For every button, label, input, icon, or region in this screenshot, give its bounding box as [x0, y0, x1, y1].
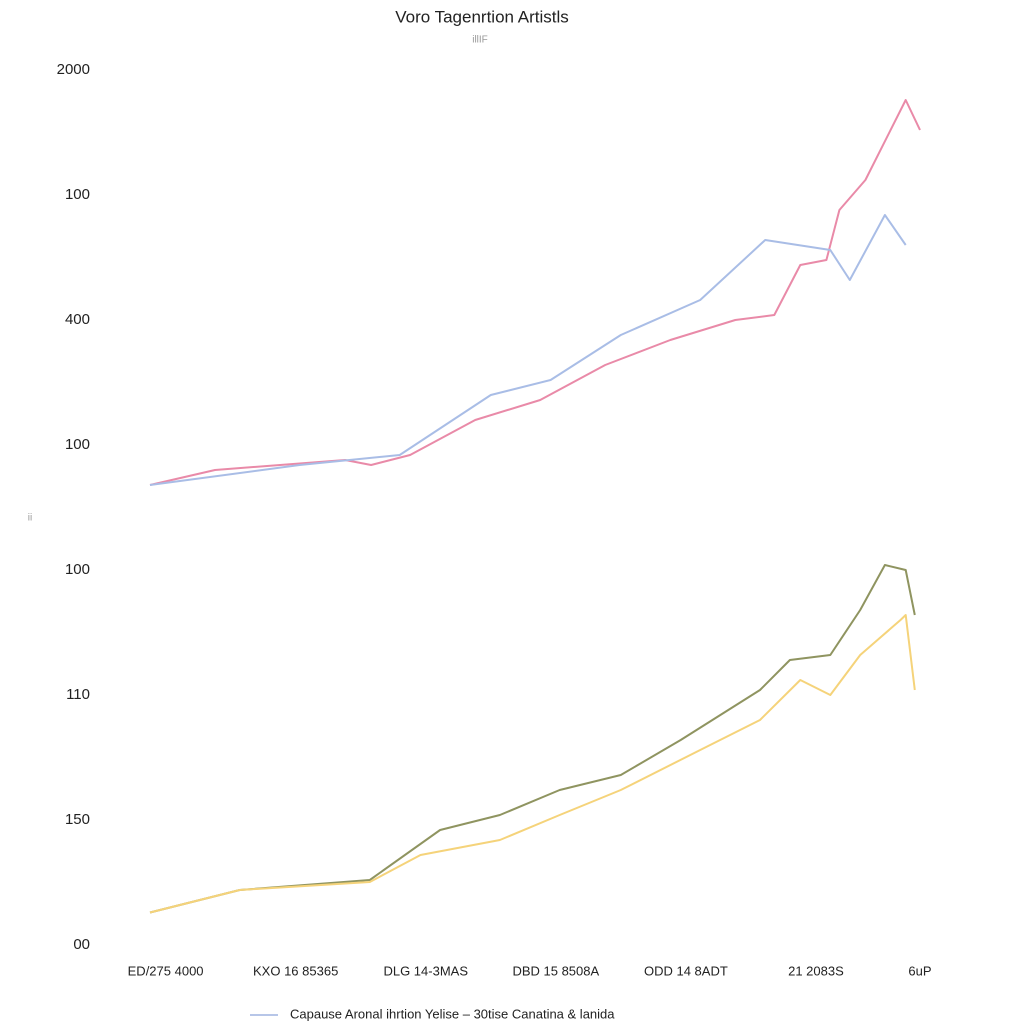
y-tick-label: 100: [65, 186, 90, 203]
x-tick-label: 6uP: [908, 963, 931, 978]
line-series: [149, 99, 921, 486]
y-tick-label: 100: [65, 436, 90, 453]
y-tick-label: 400: [65, 311, 90, 328]
chart-title: Voro Tagenrtion Artistls: [395, 7, 569, 26]
y-axis-label: ii: [28, 513, 32, 524]
line-series: [149, 614, 916, 914]
x-tick-label: DBD 15 8508A: [512, 963, 599, 978]
line-series: [149, 214, 907, 486]
x-tick-label: KXO 16 85365: [253, 963, 338, 978]
x-tick-label: ED/275 4000: [128, 963, 204, 978]
y-tick-label: 110: [66, 686, 90, 703]
y-tick-label: 100: [65, 561, 90, 578]
legend-label: Capause Aronal ihrtion Yelise – 30tise C…: [290, 1006, 615, 1021]
x-tick-label: DLG 14-3MAS: [383, 963, 468, 978]
line-series: [149, 564, 916, 914]
y-tick-label: 150: [65, 811, 90, 828]
y-tick-label: 2000: [57, 61, 90, 78]
y-tick-label: 00: [73, 936, 90, 953]
x-tick-label: ODD 14 8ADT: [644, 963, 728, 978]
x-tick-label: 21 2083S: [788, 963, 844, 978]
chart-subtitle: illIF: [472, 35, 488, 46]
